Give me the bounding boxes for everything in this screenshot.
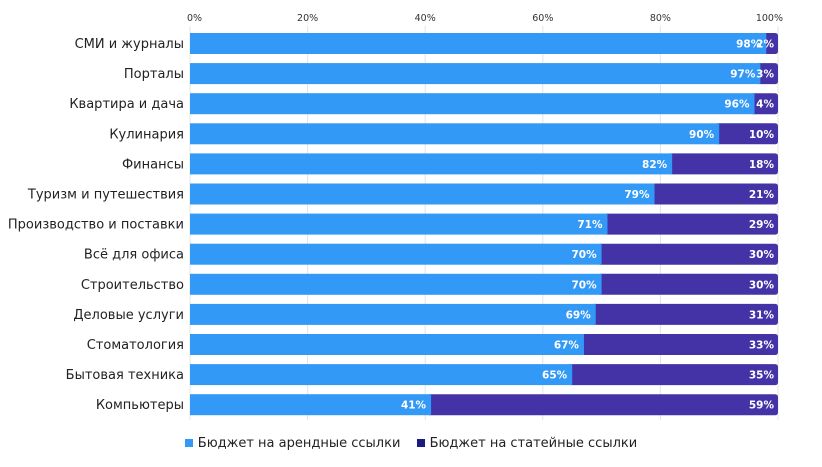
data-label-article: 3% [756, 69, 774, 81]
legend-label-article: Бюджет на статейные ссылки [429, 436, 638, 451]
x-tick-label: 0% [187, 13, 202, 24]
bar-article-links [764, 33, 778, 54]
bar-rental-links [190, 213, 608, 235]
bar-article-links [581, 334, 778, 355]
bar-article-links [429, 394, 778, 416]
bar-article-links [652, 183, 778, 205]
bar-rental-links [190, 93, 755, 115]
data-label-article: 30% [749, 249, 775, 261]
category-label: Всё для офиса [84, 248, 184, 263]
data-label-article: 35% [749, 370, 775, 382]
bar-rental-links [190, 243, 602, 265]
data-label-rental: 65% [542, 370, 568, 382]
category-label: Производство и поставки [8, 218, 184, 233]
bar-article-links [599, 243, 778, 265]
bar-rental-links [190, 334, 584, 355]
category-label: Деловые услуги [73, 308, 184, 323]
data-label-rental: 90% [689, 129, 715, 141]
category-label: Туризм и путешествия [27, 188, 184, 203]
data-label-rental: 79% [624, 189, 650, 201]
data-label-rental: 41% [401, 400, 427, 412]
legend-swatch-rental [184, 438, 193, 447]
data-label-article: 31% [749, 309, 775, 321]
bar-article-links [752, 93, 778, 115]
bar-rental-links [190, 364, 573, 386]
data-label-article: 30% [749, 279, 775, 291]
x-axis-ticks: 0% 20% 40% 60% 80% 100% [187, 13, 783, 24]
x-tick-label: 100% [756, 13, 783, 24]
data-label-rental: 97% [730, 69, 756, 81]
data-label-article: 18% [749, 159, 775, 171]
bar-rental-links [190, 303, 596, 325]
category-label: Компьютеры [96, 398, 184, 413]
data-label-rental: 69% [566, 309, 592, 321]
stacked-bar-chart: 0% 20% 40% 60% 80% 100% СМИ и журналы Порталы К… [8, 13, 783, 420]
x-tick-label: 40% [415, 13, 436, 24]
category-label: Строительство [81, 278, 184, 293]
data-label-rental: 70% [571, 249, 597, 261]
bar-article-links [670, 153, 778, 175]
legend-item-rental: Бюджет на арендные ссылки [184, 436, 401, 451]
bar-rental-links [190, 394, 432, 416]
data-label-article: 21% [749, 189, 775, 201]
bar-rental-links [190, 63, 761, 85]
data-label-article: 29% [749, 219, 775, 231]
bar-article-links [593, 303, 778, 325]
bar-rental-links [190, 273, 602, 295]
data-label-rental: 71% [577, 219, 603, 231]
category-label: Порталы [124, 67, 184, 82]
data-label-rental: 96% [724, 99, 750, 111]
data-label-rental: 98% [736, 39, 762, 51]
legend-item-article: Бюджет на статейные ссылки [416, 436, 638, 451]
data-label-rental: 70% [571, 279, 597, 291]
data-label-article: 4% [756, 99, 774, 111]
bar-rental-links [190, 123, 720, 145]
category-label: Квартира и дача [69, 97, 184, 112]
category-label: Финансы [122, 157, 184, 172]
category-labels: СМИ и журналы Порталы Квартира и дача Кулин… [8, 37, 184, 413]
bar-article-links [599, 273, 778, 295]
category-label: Кулинария [109, 127, 184, 142]
bar-rental-links [190, 183, 655, 205]
bars [190, 33, 778, 416]
bar-article-links [758, 63, 778, 85]
category-label: Стоматология [87, 338, 184, 353]
x-tick-label: 20% [297, 13, 318, 24]
category-label: СМИ и журналы [75, 37, 184, 52]
bar-article-links [717, 123, 778, 145]
bar-article-links [570, 364, 778, 386]
legend-label-rental: Бюджет на арендные ссылки [197, 436, 401, 451]
category-label: Бытовая техника [66, 368, 184, 383]
x-tick-label: 80% [650, 13, 671, 24]
bar-rental-links [190, 153, 673, 175]
bar-rental-links [190, 33, 767, 54]
legend-swatch-article [416, 438, 425, 447]
data-label-article: 2% [756, 39, 774, 51]
data-label-rental: 82% [642, 159, 668, 171]
data-labels: 98%2% 97% 3% 96% 4% 90% 10% 82% 18% 79% 21% 71% 29% 7… [401, 39, 775, 412]
data-label-article: 59% [749, 400, 775, 412]
legend: Бюджет на арендные ссылки Бюджет на стат… [0, 436, 822, 451]
bar-article-links [605, 213, 778, 235]
data-label-article: 33% [749, 340, 775, 352]
data-label-article: 10% [749, 129, 775, 141]
data-label-rental: 67% [554, 340, 580, 352]
x-tick-label: 60% [532, 13, 553, 24]
